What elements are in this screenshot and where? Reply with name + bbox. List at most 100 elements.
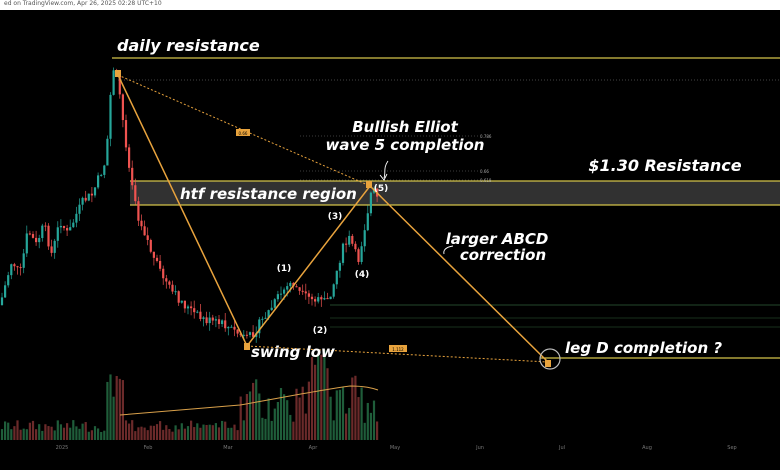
x-tick-label: Mar bbox=[223, 445, 233, 451]
candle-body bbox=[128, 147, 130, 167]
volume-bar bbox=[175, 425, 177, 440]
volume-bar bbox=[246, 394, 248, 440]
candle-body bbox=[218, 319, 220, 324]
wave-1-label: (1) bbox=[277, 264, 292, 274]
volume-bar bbox=[224, 422, 226, 440]
volume-bar bbox=[202, 425, 204, 440]
candle-body bbox=[38, 238, 40, 242]
volume-bar bbox=[103, 431, 105, 440]
volume-bar bbox=[233, 425, 235, 440]
candle-body bbox=[97, 175, 99, 187]
candle-body bbox=[184, 301, 186, 309]
candle-body bbox=[202, 317, 204, 319]
candle-body bbox=[103, 165, 105, 174]
wave-4-label: (4) bbox=[355, 270, 370, 280]
candle-body bbox=[1, 297, 3, 305]
volume-bar bbox=[264, 419, 266, 440]
volume-bar bbox=[333, 420, 335, 440]
volume-bar bbox=[376, 421, 378, 440]
candle-body bbox=[85, 198, 87, 201]
candle-body bbox=[274, 299, 276, 307]
x-tick-label: May bbox=[390, 445, 400, 451]
candle-body bbox=[249, 332, 251, 335]
volume-bar bbox=[249, 391, 251, 440]
pivot-x-marker bbox=[115, 70, 121, 77]
elliot-arrowhead bbox=[380, 174, 387, 180]
fib-66-label: 0.66 bbox=[480, 169, 489, 174]
resistance-130-annotation: $1.30 Resistance bbox=[588, 156, 741, 175]
volume-bar bbox=[38, 424, 40, 440]
volume-bar bbox=[196, 423, 198, 440]
volume-bar bbox=[137, 427, 139, 440]
volume-bar bbox=[23, 429, 25, 440]
candle-body bbox=[246, 335, 248, 336]
candle-body bbox=[342, 244, 344, 263]
volume-bar bbox=[100, 432, 102, 440]
candle-body bbox=[78, 205, 80, 214]
candle-body bbox=[106, 139, 108, 166]
volume-bar bbox=[178, 429, 180, 440]
x-tick-label: Apr bbox=[309, 445, 319, 451]
candle-body bbox=[221, 320, 223, 324]
volume-bar bbox=[44, 424, 46, 440]
candle-body bbox=[32, 234, 34, 238]
candle-body bbox=[94, 187, 96, 195]
volume-bar bbox=[134, 431, 136, 440]
candle-body bbox=[26, 233, 28, 253]
volume-bar bbox=[16, 420, 18, 440]
leg-d-annotation: leg D completion ? bbox=[565, 339, 722, 357]
volume-bar bbox=[10, 429, 12, 440]
candle-body bbox=[178, 291, 180, 302]
volume-bar bbox=[348, 408, 350, 440]
candle-body bbox=[323, 298, 325, 299]
pivot-d-marker bbox=[545, 360, 551, 367]
volume-bar bbox=[51, 427, 53, 440]
volume-bar bbox=[354, 376, 356, 440]
ratio-ab-label: 0.66 bbox=[239, 131, 248, 136]
candle-body bbox=[23, 253, 25, 267]
volume-bar bbox=[364, 423, 366, 440]
candle-body bbox=[193, 308, 195, 312]
volume-bar bbox=[29, 423, 31, 440]
volume-bar bbox=[97, 428, 99, 440]
candle-body bbox=[91, 194, 93, 196]
volume-bar bbox=[75, 426, 77, 440]
candle-body bbox=[264, 318, 266, 319]
candle-body bbox=[286, 286, 288, 289]
volume-bar bbox=[289, 415, 291, 440]
volume-bar bbox=[243, 420, 245, 440]
candle-body bbox=[243, 335, 245, 336]
candle-body bbox=[233, 327, 235, 330]
candle-body bbox=[57, 227, 59, 240]
header-text: ed on TradingView.com, Apr 26, 2025 02:2… bbox=[4, 0, 162, 7]
volume-bar bbox=[345, 414, 347, 440]
volume-bar bbox=[206, 425, 208, 440]
pivot-a-marker bbox=[244, 343, 250, 350]
volume-bar bbox=[20, 430, 22, 440]
x-tick-label: Jul bbox=[558, 445, 565, 451]
candle-body bbox=[351, 236, 353, 244]
candle-body bbox=[100, 175, 102, 176]
fib-618-label: 0.618 bbox=[480, 178, 492, 183]
volume-bar bbox=[240, 397, 242, 440]
volume-bar bbox=[165, 425, 167, 440]
larger-abcd-annotation-2: correction bbox=[460, 246, 546, 264]
candle-body bbox=[271, 308, 273, 310]
volume-bar bbox=[187, 426, 189, 440]
candle-body bbox=[175, 291, 177, 292]
candle-body bbox=[140, 221, 142, 227]
candle-body bbox=[364, 230, 366, 246]
volume-bar bbox=[190, 421, 192, 440]
candle-body bbox=[308, 293, 310, 296]
volume-bar bbox=[54, 430, 56, 440]
candle-body bbox=[339, 263, 341, 271]
wave-3-label: (3) bbox=[328, 212, 343, 222]
pivot-b-marker bbox=[366, 181, 372, 188]
volume-bar bbox=[277, 402, 279, 440]
volume-bar bbox=[351, 378, 353, 440]
ratio-cd-label: 1.112 bbox=[392, 347, 404, 352]
volume-bar bbox=[171, 432, 173, 440]
candle-body bbox=[113, 70, 115, 95]
volume-bar bbox=[215, 423, 217, 440]
